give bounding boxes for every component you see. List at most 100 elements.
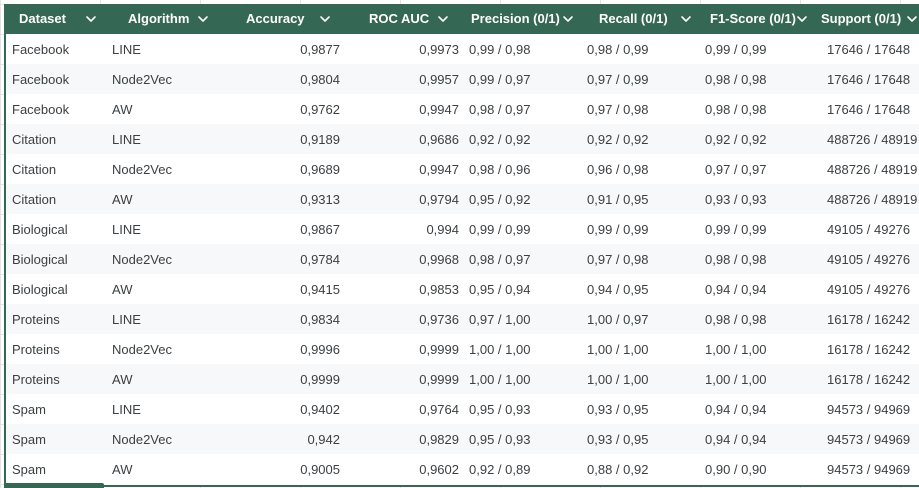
- cell-accuracy[interactable]: 0,9005: [300, 461, 340, 477]
- cell-support[interactable]: 488726 / 48919: [827, 191, 918, 207]
- cell-recall[interactable]: 0,94 / 0,95: [587, 281, 649, 297]
- cell-precision[interactable]: 0,95 / 0,93: [469, 401, 531, 417]
- cell-algorithm[interactable]: AW: [112, 281, 133, 297]
- cell-precision[interactable]: 1,00 / 1,00: [469, 341, 531, 357]
- cell-f1-score[interactable]: 0,93 / 0,93: [705, 191, 767, 207]
- table-row[interactable]: Spam Node2Vec 0,942 0,9829 0,95 / 0,93 0,93 /…: [6, 424, 919, 454]
- column-header-dataset[interactable]: Dataset: [6, 4, 106, 34]
- cell-algorithm[interactable]: LINE: [112, 41, 141, 57]
- cell-recall[interactable]: 0,93 / 0,95: [587, 401, 649, 417]
- cell-dataset[interactable]: Facebook: [12, 101, 70, 117]
- cell-precision[interactable]: 1,00 / 1,00: [469, 371, 531, 387]
- cell-roc-auc[interactable]: 0,9764: [419, 401, 459, 417]
- cell-dataset[interactable]: Biological: [12, 251, 68, 267]
- cell-dataset[interactable]: Citation: [12, 191, 57, 207]
- cell-algorithm[interactable]: LINE: [112, 221, 141, 237]
- cell-f1-score[interactable]: 0,98 / 0,98: [705, 71, 767, 87]
- table-row[interactable]: Biological AW 0,9415 0,9853 0,95 / 0,94 0,94 …: [6, 274, 919, 304]
- cell-algorithm[interactable]: AW: [112, 101, 133, 117]
- column-header-f1-score[interactable]: F1-Score (0/1): [699, 4, 819, 34]
- cell-recall[interactable]: 0,97 / 0,98: [587, 251, 649, 267]
- cell-accuracy[interactable]: 0,9804: [300, 71, 340, 87]
- cell-f1-score[interactable]: 0,98 / 0,98: [705, 251, 767, 267]
- cell-algorithm[interactable]: Node2Vec: [112, 251, 172, 267]
- cell-accuracy[interactable]: 0,9415: [300, 281, 340, 297]
- cell-dataset[interactable]: Spam: [12, 431, 46, 447]
- column-header-support[interactable]: Support (0/1): [819, 4, 919, 34]
- cell-dataset[interactable]: Biological: [12, 281, 68, 297]
- chevron-down-icon[interactable]: [318, 12, 332, 26]
- cell-support[interactable]: 488726 / 48919: [827, 161, 918, 177]
- table-row[interactable]: Proteins AW 0,9999 0,9999 1,00 / 1,00 1,00 / …: [6, 364, 919, 394]
- cell-support[interactable]: 488726 / 48919: [827, 131, 918, 147]
- column-header-roc-auc[interactable]: ROC AUC: [344, 4, 463, 34]
- cell-dataset[interactable]: Citation: [12, 131, 57, 147]
- cell-dataset[interactable]: Citation: [12, 161, 57, 177]
- cell-roc-auc[interactable]: 0,9968: [419, 251, 459, 267]
- cell-dataset[interactable]: Proteins: [12, 341, 60, 357]
- cell-accuracy[interactable]: 0,9762: [300, 101, 340, 117]
- cell-precision[interactable]: 0,97 / 1,00: [469, 311, 531, 327]
- cell-precision[interactable]: 0,99 / 0,97: [469, 71, 531, 87]
- cell-recall[interactable]: 0,92 / 0,92: [587, 131, 649, 147]
- cell-support[interactable]: 49105 / 49276: [827, 221, 911, 237]
- cell-dataset[interactable]: Facebook: [12, 71, 70, 87]
- cell-algorithm[interactable]: AW: [112, 461, 133, 477]
- cell-roc-auc[interactable]: 0,9686: [419, 131, 459, 147]
- cell-f1-score[interactable]: 0,99 / 0,99: [705, 41, 767, 57]
- cell-support[interactable]: 49105 / 49276: [827, 281, 911, 297]
- cell-recall[interactable]: 0,99 / 0,99: [587, 221, 649, 237]
- cell-roc-auc[interactable]: 0,9853: [419, 281, 459, 297]
- cell-roc-auc[interactable]: 0,9829: [419, 431, 459, 447]
- cell-recall[interactable]: 0,88 / 0,92: [587, 461, 649, 477]
- cell-accuracy[interactable]: 0,9313: [300, 191, 340, 207]
- cell-precision[interactable]: 0,99 / 0,98: [469, 41, 531, 57]
- cell-algorithm[interactable]: Node2Vec: [112, 341, 172, 357]
- cell-roc-auc[interactable]: 0,9999: [419, 371, 459, 387]
- chevron-down-icon[interactable]: [436, 12, 450, 26]
- cell-recall[interactable]: 0,97 / 0,99: [587, 71, 649, 87]
- cell-support[interactable]: 17646 / 17648: [827, 101, 911, 117]
- cell-f1-score[interactable]: 0,97 / 0,97: [705, 161, 767, 177]
- table-row[interactable]: Facebook AW 0,9762 0,9947 0,98 / 0,97 0,97 / …: [6, 94, 919, 124]
- cell-accuracy[interactable]: 0,9877: [300, 41, 340, 57]
- cell-f1-score[interactable]: 0,94 / 0,94: [705, 281, 767, 297]
- cell-roc-auc[interactable]: 0,9973: [419, 41, 459, 57]
- chevron-down-icon[interactable]: [795, 12, 809, 26]
- cell-algorithm[interactable]: LINE: [112, 401, 141, 417]
- cell-algorithm[interactable]: AW: [112, 371, 133, 387]
- table-row[interactable]: Spam LINE 0,9402 0,9764 0,95 / 0,93 0,93 / 0,…: [6, 394, 919, 424]
- cell-f1-score[interactable]: 0,92 / 0,92: [705, 131, 767, 147]
- cell-dataset[interactable]: Facebook: [12, 41, 70, 57]
- cell-f1-score[interactable]: 0,94 / 0,94: [705, 431, 767, 447]
- cell-algorithm[interactable]: LINE: [112, 311, 141, 327]
- cell-support[interactable]: 94573 / 94969: [827, 431, 911, 447]
- cell-recall[interactable]: 1,00 / 1,00: [587, 371, 649, 387]
- cell-precision[interactable]: 0,99 / 0,99: [469, 221, 531, 237]
- cell-accuracy[interactable]: 0,9999: [300, 371, 340, 387]
- cell-f1-score[interactable]: 0,99 / 0,99: [705, 221, 767, 237]
- cell-precision[interactable]: 0,98 / 0,97: [469, 101, 531, 117]
- cell-f1-score[interactable]: 1,00 / 1,00: [705, 341, 767, 357]
- cell-precision[interactable]: 0,98 / 0,96: [469, 161, 531, 177]
- cell-f1-score[interactable]: 0,94 / 0,94: [705, 401, 767, 417]
- chevron-down-icon[interactable]: [905, 12, 919, 26]
- cell-f1-score[interactable]: 1,00 / 1,00: [705, 371, 767, 387]
- cell-support[interactable]: 94573 / 94969: [827, 401, 911, 417]
- cell-accuracy[interactable]: 0,9834: [300, 311, 340, 327]
- table-row[interactable]: Citation AW 0,9313 0,9794 0,95 / 0,92 0,91 / …: [6, 184, 919, 214]
- cell-support[interactable]: 94573 / 94969: [827, 461, 911, 477]
- cell-accuracy[interactable]: 0,9689: [300, 161, 340, 177]
- table-row[interactable]: Facebook LINE 0,9877 0,9973 0,99 / 0,98 0,98 …: [6, 34, 919, 64]
- cell-recall[interactable]: 0,91 / 0,95: [587, 191, 649, 207]
- cell-algorithm[interactable]: Node2Vec: [112, 161, 172, 177]
- cell-dataset[interactable]: Proteins: [12, 311, 60, 327]
- table-row[interactable]: Biological Node2Vec 0,9784 0,9968 0,98 / 0,9…: [6, 244, 919, 274]
- cell-accuracy[interactable]: 0,9189: [300, 131, 340, 147]
- cell-precision[interactable]: 0,95 / 0,92: [469, 191, 531, 207]
- cell-recall[interactable]: 0,93 / 0,95: [587, 431, 649, 447]
- column-header-precision[interactable]: Precision (0/1): [463, 4, 581, 34]
- cell-roc-auc[interactable]: 0,9794: [419, 191, 459, 207]
- chevron-down-icon[interactable]: [196, 12, 210, 26]
- cell-recall[interactable]: 0,97 / 0,98: [587, 101, 649, 117]
